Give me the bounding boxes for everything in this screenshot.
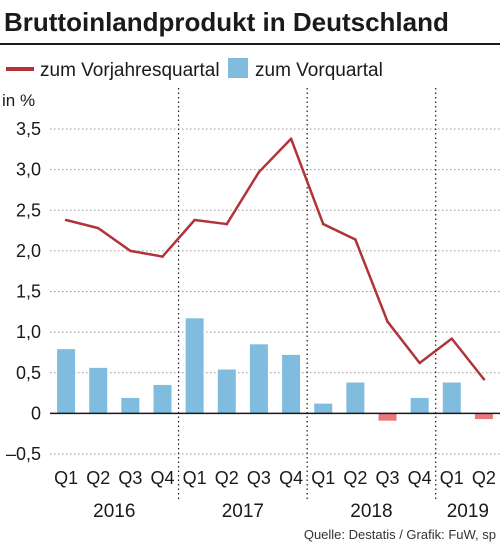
x-tick-label: Q2	[86, 468, 110, 488]
x-tick-label: Q4	[279, 468, 303, 488]
bar-vorquartal	[378, 413, 397, 421]
x-tick-label: Q4	[408, 468, 432, 488]
line-point	[64, 218, 68, 222]
x-tick-label: Q1	[440, 468, 464, 488]
line-point	[96, 226, 100, 230]
y-tick-label: –0,5	[6, 444, 41, 464]
line-point	[482, 377, 486, 381]
legend-line-label: zum Vorjahresquartal	[40, 60, 220, 81]
year-label: 2018	[350, 501, 392, 522]
line-point	[257, 170, 261, 174]
line-point	[386, 320, 389, 323]
year-label: 2017	[222, 501, 264, 522]
line-point	[193, 218, 196, 222]
bar-vorquartal	[474, 413, 493, 420]
y-tick-label: 3,5	[16, 119, 41, 139]
chart-title: Bruttoinlandprodukt in Deutschland	[4, 7, 449, 37]
line-vorjahresquartal	[65, 137, 485, 381]
x-tick-label: Q3	[375, 468, 399, 488]
x-tick-label: Q1	[54, 468, 78, 488]
bar-layer	[57, 318, 493, 421]
bar-vorquartal	[282, 354, 301, 414]
axis-layer: 3,5 3,0 2,5 2,0 1,5 1,0 0,5 0 –0,5 Q1 Q2 Q3 Q4 Q1 Q2 Q3…	[6, 119, 500, 522]
y-tick-label: 0	[31, 403, 41, 423]
y-tick-label: 2,0	[16, 241, 41, 261]
source-note: Quelle: Destatis / Grafik: FuW, sp	[304, 527, 496, 542]
year-label: 2016	[93, 501, 135, 522]
bar-vorquartal	[249, 344, 268, 414]
bar-vorquartal	[217, 369, 236, 414]
x-tick-label: Q2	[343, 468, 367, 488]
line-point	[321, 222, 325, 226]
x-tick-label: Q3	[118, 468, 142, 488]
grid-layer	[50, 88, 500, 500]
line-point	[129, 249, 132, 253]
bar-vorquartal	[185, 318, 204, 414]
line-point	[225, 222, 229, 226]
legend-bar-swatch	[228, 58, 248, 78]
x-tick-label: Q2	[215, 468, 239, 488]
bar-vorquartal	[57, 349, 76, 414]
line-point	[354, 238, 357, 241]
y-tick-label: 2,5	[16, 200, 41, 220]
line-layer	[64, 137, 486, 381]
y-tick-label: 0,5	[16, 363, 41, 383]
x-tick-label: Q1	[183, 468, 207, 488]
legend-bar-label: zum Vorquartal	[255, 60, 383, 81]
bar-vorquartal	[410, 397, 429, 414]
year-label: 2019	[447, 501, 489, 522]
x-tick-label: Q4	[150, 468, 174, 488]
x-tick-label: Q2	[472, 468, 496, 488]
x-tick-label: Q3	[247, 468, 271, 488]
bar-vorquartal	[89, 367, 108, 414]
x-tick-label: Q1	[311, 468, 335, 488]
y-unit-label: in %	[2, 91, 35, 110]
y-tick-label: 1,0	[16, 322, 41, 342]
line-point	[289, 137, 293, 141]
y-tick-label: 3,0	[16, 160, 41, 180]
bar-vorquartal	[442, 382, 461, 414]
bar-vorquartal	[314, 403, 333, 414]
line-point	[418, 361, 421, 365]
line-point	[161, 255, 164, 258]
line-point	[450, 337, 454, 340]
y-tick-label: 1,5	[16, 282, 41, 302]
bar-vorquartal	[121, 397, 140, 414]
bar-vorquartal	[346, 382, 365, 414]
bar-vorquartal	[153, 384, 172, 414]
